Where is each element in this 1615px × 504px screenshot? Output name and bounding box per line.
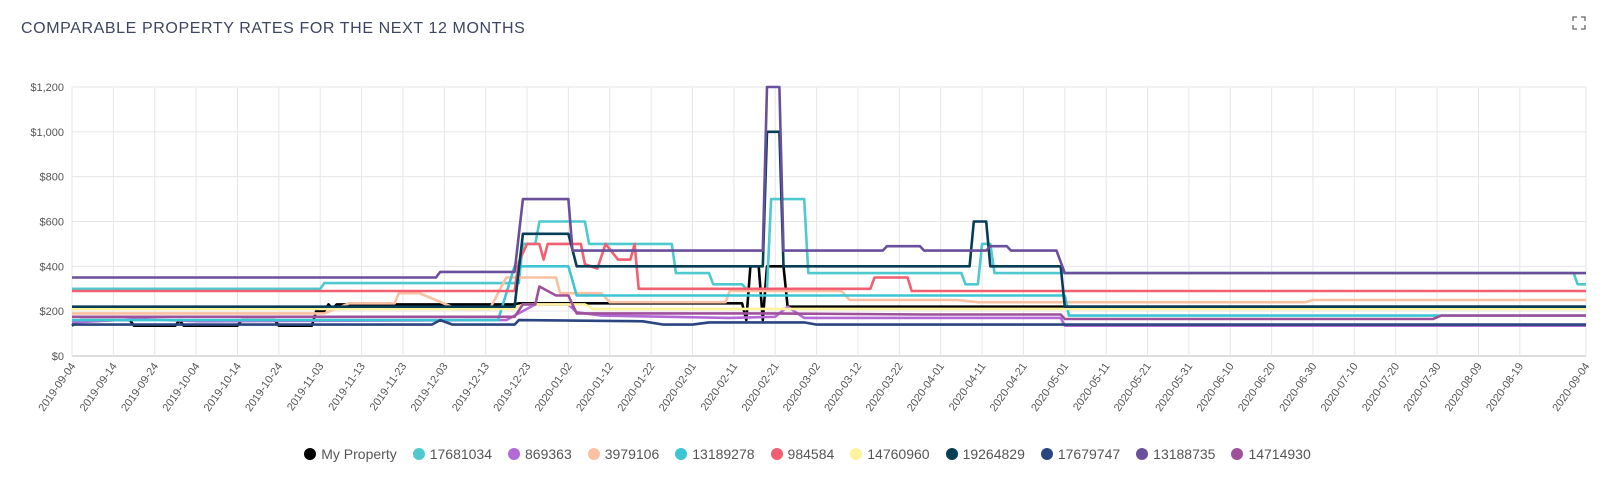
series-line-3979106 — [72, 276, 1586, 315]
legend-item[interactable]: 3979106 — [587, 446, 660, 462]
x-tick-label: 2020-03-02 — [781, 361, 823, 414]
x-tick-label: 2020-04-21 — [988, 361, 1030, 414]
x-tick-label: 2020-04-01 — [905, 361, 947, 414]
series-line-984584 — [72, 242, 1586, 293]
series-line-17679747 — [72, 318, 1586, 326]
series-line-13189278 — [72, 265, 1586, 322]
x-tick-label: 2020-02-01 — [657, 361, 699, 414]
legend-dot-icon — [508, 448, 521, 460]
x-tick-label: 2019-12-23 — [491, 361, 533, 414]
legend-label: 13189278 — [692, 446, 755, 462]
chart-legend: My Property 17681034 869363 3979106 13189278… — [0, 446, 1615, 462]
x-tick-label: 2019-10-14 — [202, 361, 244, 414]
legend-item[interactable]: 869363 — [508, 446, 572, 462]
legend-label: 984584 — [787, 446, 835, 462]
x-tick-label: 2020-01-02 — [533, 361, 575, 414]
legend-label: 17679747 — [1057, 446, 1121, 462]
y-tick-label: $1,000 — [30, 127, 64, 139]
x-tick-label: 2019-10-24 — [243, 361, 285, 414]
x-tick-label: 2020-06-20 — [1236, 361, 1278, 414]
series-line-13188735 — [72, 85, 1586, 279]
x-tick-label: 2019-12-03 — [409, 361, 451, 414]
x-tick-label: 2020-06-30 — [1277, 361, 1319, 414]
y-tick-label: $200 — [40, 306, 64, 318]
legend-label: 17681034 — [429, 446, 493, 462]
legend-dot-icon — [1040, 448, 1053, 460]
legend-dot-icon — [587, 448, 600, 460]
series-line-14714930 — [72, 285, 1586, 321]
x-tick-label: 2020-01-22 — [615, 361, 657, 414]
legend-dot-icon — [1136, 448, 1149, 460]
legend-label: 14760960 — [867, 446, 930, 462]
legend-label: 14714930 — [1248, 446, 1311, 462]
legend-dot-icon — [945, 448, 958, 460]
x-tick-label: 2020-08-09 — [1443, 361, 1485, 414]
x-tick-label: 2020-05-31 — [1153, 361, 1195, 414]
x-tick-label: 2020-02-11 — [699, 361, 741, 413]
x-tick-label: 2020-05-11 — [1071, 361, 1113, 413]
legend-item[interactable]: 13189278 — [675, 446, 755, 462]
x-tick-label: 2019-09-24 — [119, 361, 161, 414]
x-tick-label: 2020-03-12 — [822, 361, 864, 414]
legend-item[interactable]: 19264829 — [945, 446, 1025, 462]
x-axis: 2019-09-04 2019-09-14 2019-09-24 2019-10-04… — [36, 361, 1592, 414]
legend-label: 19264829 — [962, 446, 1025, 462]
legend-label: 3979106 — [604, 446, 660, 462]
legend-item[interactable]: 14714930 — [1231, 446, 1311, 462]
x-tick-label: 2020-08-19 — [1484, 361, 1526, 414]
legend-label: 13188735 — [1153, 446, 1216, 462]
x-tick-label: 2020-02-21 — [740, 361, 782, 414]
series-line-19264829 — [72, 130, 1586, 308]
y-axis: $0 $200 $400 $600 $800 $1,000 $1,200 — [30, 82, 64, 363]
x-tick-label: 2020-05-21 — [1112, 361, 1154, 414]
legend-item[interactable]: My Property — [304, 446, 397, 462]
x-tick-label: 2019-09-14 — [78, 361, 120, 414]
page-title: COMPARABLE PROPERTY RATES FOR THE NEXT 1… — [21, 20, 526, 37]
x-tick-label: 2019-11-23 — [368, 361, 410, 413]
legend-dot-icon — [304, 448, 317, 460]
x-tick-label: 2019-11-03 — [285, 361, 327, 413]
legend-dot-icon — [770, 448, 783, 460]
x-tick-label: 2020-07-30 — [1401, 361, 1443, 414]
y-tick-label: $0 — [52, 351, 64, 363]
legend-label: 869363 — [525, 446, 572, 462]
legend-item[interactable]: 13188735 — [1136, 446, 1215, 462]
x-tick-label: 2020-07-20 — [1360, 361, 1402, 414]
x-tick-label: 2020-05-01 — [1029, 361, 1071, 414]
y-tick-label: $600 — [40, 217, 64, 229]
series-line-14760960 — [72, 303, 1586, 311]
x-tick-label: 2019-10-04 — [160, 361, 202, 414]
x-tick-label: 2020-03-22 — [864, 361, 906, 414]
series-lines — [71, 85, 1586, 327]
legend-dot-icon — [675, 448, 688, 460]
y-tick-label: $1,200 — [30, 82, 64, 94]
x-tick-label: 2019-12-13 — [450, 361, 492, 414]
series-line-17681034 — [72, 197, 1586, 291]
legend-item[interactable]: 14760960 — [850, 446, 930, 462]
legend-item[interactable]: 984584 — [770, 446, 835, 462]
x-tick-label: 2020-01-12 — [574, 361, 616, 414]
legend-item[interactable]: 17679747 — [1040, 446, 1121, 462]
x-tick-label: 2020-09-04 — [1550, 361, 1592, 414]
legend-item[interactable]: 17681034 — [412, 446, 493, 462]
x-tick-label: 2019-11-13 — [326, 361, 368, 413]
legend-label: My Property — [321, 446, 397, 462]
x-tick-label: 2020-04-11 — [947, 361, 989, 413]
x-tick-label: 2020-07-10 — [1319, 361, 1361, 414]
y-tick-label: $800 — [40, 172, 64, 184]
x-tick-label: 2019-09-04 — [36, 361, 78, 414]
line-chart: $0 $200 $400 $600 $800 $1,000 $1,200 2019-09-0… — [30, 82, 1592, 414]
y-tick-label: $400 — [40, 261, 64, 273]
legend-dot-icon — [1231, 448, 1244, 460]
legend-dot-icon — [412, 448, 425, 460]
expand-icon[interactable] — [1572, 16, 1586, 30]
legend-dot-icon — [850, 448, 863, 460]
x-tick-label: 2020-06-10 — [1195, 361, 1237, 414]
